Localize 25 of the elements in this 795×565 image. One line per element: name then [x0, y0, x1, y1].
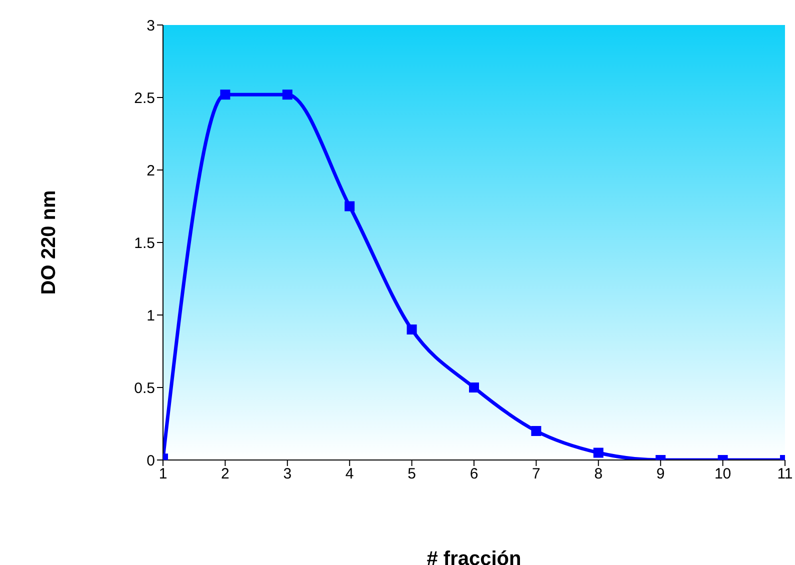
point — [220, 90, 230, 100]
x-tick-label: 7 — [532, 466, 540, 483]
y-tick-label: 0 — [146, 452, 155, 470]
x-axis-title: # fracción — [426, 548, 522, 565]
x-tick-label: 10 — [714, 466, 732, 483]
x-tick-label: 2 — [221, 466, 230, 483]
x-tick-label: 3 — [283, 466, 292, 483]
y-tick-label: 2.5 — [134, 90, 155, 107]
x-tick-label: 4 — [345, 466, 354, 483]
x-tick-label: 11 — [777, 466, 793, 483]
point — [406, 324, 417, 334]
y-tick-label: 0.5 — [134, 380, 155, 397]
x-tick-label: 5 — [408, 466, 416, 483]
y-tick-label: 1.5 — [134, 234, 155, 252]
point — [469, 382, 479, 392]
x-tick-label: 6 — [470, 466, 478, 483]
point — [344, 201, 355, 212]
point — [282, 90, 292, 100]
y-axis-title: DO 220 nm — [38, 190, 60, 295]
y-tick-label: 2 — [146, 162, 155, 180]
x-tick-label: 8 — [594, 466, 603, 483]
x-tick-label: 1 — [158, 466, 168, 483]
y-tick-label: 1 — [146, 307, 155, 324]
x-tick-label: 9 — [656, 466, 665, 483]
y-tick-label: 3 — [146, 17, 155, 34]
